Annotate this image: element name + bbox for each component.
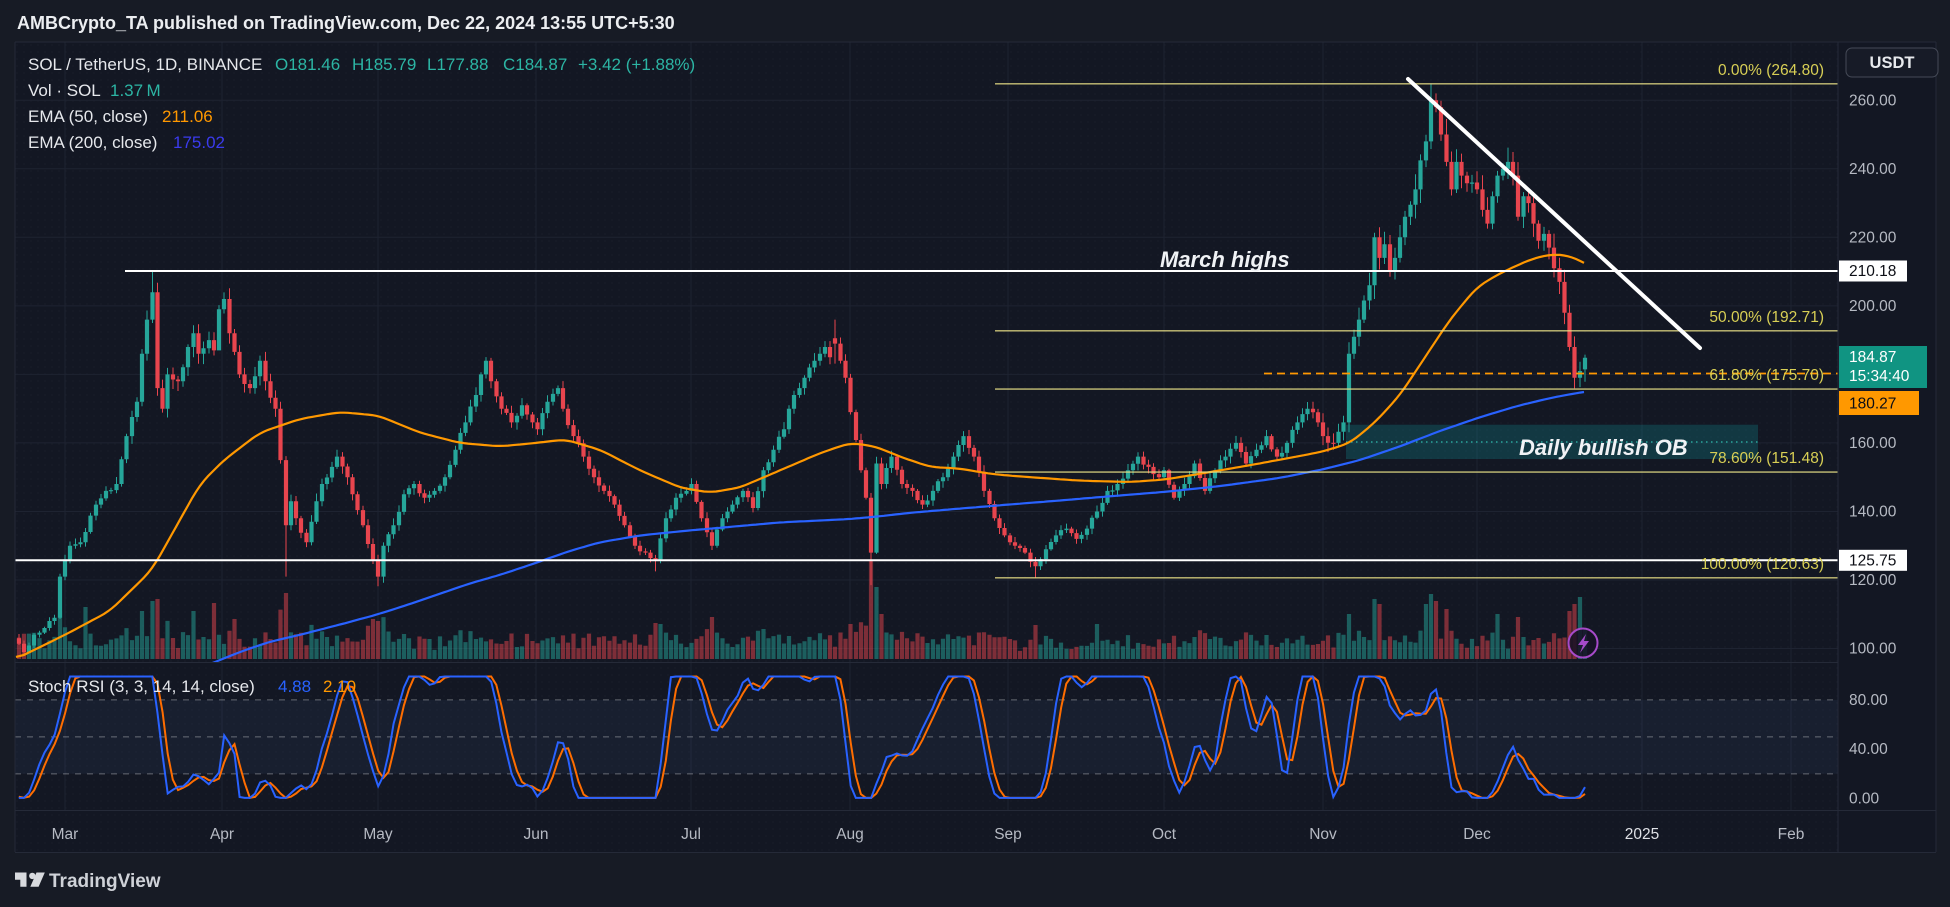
svg-text:100.00: 100.00 — [1849, 641, 1897, 658]
svg-text:125.75: 125.75 — [1849, 552, 1896, 569]
svg-text:EMA (50, close): EMA (50, close) — [28, 107, 148, 126]
svg-text:Nov: Nov — [1309, 826, 1337, 843]
svg-text:220.00: 220.00 — [1849, 229, 1897, 246]
svg-text:61.80% (175.70): 61.80% (175.70) — [1709, 367, 1824, 384]
svg-text:USDT: USDT — [1870, 54, 1915, 72]
svg-text:4.88: 4.88 — [278, 677, 311, 696]
svg-text:Oct: Oct — [1152, 826, 1177, 843]
svg-text:H185.79: H185.79 — [352, 55, 416, 74]
svg-text:SOL / TetherUS, 1D, BINANCE: SOL / TetherUS, 1D, BINANCE — [28, 55, 262, 74]
svg-text:240.00: 240.00 — [1849, 161, 1897, 178]
svg-text:AMBCrypto_TA published on Trad: AMBCrypto_TA published on TradingView.co… — [17, 13, 675, 33]
svg-text:Daily bullish OB: Daily bullish OB — [1519, 435, 1688, 460]
svg-text:15:34:40: 15:34:40 — [1849, 368, 1910, 385]
svg-text:1.37 M: 1.37 M — [110, 81, 161, 100]
svg-text:Stoch RSI (3, 3, 14, 14, close: Stoch RSI (3, 3, 14, 14, close) — [28, 677, 255, 696]
svg-text:175.02: 175.02 — [173, 133, 225, 152]
svg-text:Feb: Feb — [1778, 826, 1805, 843]
svg-text:TradingView: TradingView — [49, 871, 161, 892]
svg-text:80.00: 80.00 — [1849, 692, 1888, 709]
svg-text:0.00% (264.80): 0.00% (264.80) — [1718, 62, 1824, 79]
svg-text:2.10: 2.10 — [323, 677, 356, 696]
svg-text:78.60% (151.48): 78.60% (151.48) — [1709, 450, 1824, 467]
svg-text:180.27: 180.27 — [1849, 396, 1896, 413]
svg-text:140.00: 140.00 — [1849, 504, 1897, 521]
svg-text:Apr: Apr — [210, 826, 234, 843]
svg-text:Dec: Dec — [1463, 826, 1491, 843]
svg-text:L177.88: L177.88 — [427, 55, 488, 74]
svg-text:210.18: 210.18 — [1849, 263, 1896, 280]
svg-text:211.06: 211.06 — [162, 107, 213, 126]
svg-text:March highs: March highs — [1160, 247, 1290, 272]
svg-text:May: May — [363, 826, 393, 843]
svg-text:Aug: Aug — [836, 826, 864, 843]
svg-text:Vol · SOL: Vol · SOL — [28, 81, 101, 100]
svg-text:C184.87: C184.87 — [503, 55, 567, 74]
svg-text:Jul: Jul — [681, 826, 701, 843]
svg-text:2025: 2025 — [1625, 826, 1659, 843]
svg-text:O181.46: O181.46 — [275, 55, 340, 74]
svg-text:Mar: Mar — [52, 826, 79, 843]
svg-text:120.00: 120.00 — [1849, 572, 1897, 589]
svg-text:160.00: 160.00 — [1849, 435, 1897, 452]
svg-text:Sep: Sep — [994, 826, 1022, 843]
svg-text:40.00: 40.00 — [1849, 741, 1888, 758]
svg-text:50.00% (192.71): 50.00% (192.71) — [1709, 309, 1824, 326]
svg-text:200.00: 200.00 — [1849, 298, 1897, 315]
svg-text:+3.42 (+1.88%): +3.42 (+1.88%) — [578, 55, 695, 74]
svg-text:184.87: 184.87 — [1849, 349, 1896, 366]
svg-text:260.00: 260.00 — [1849, 92, 1897, 109]
svg-text:100.00% (120.63): 100.00% (120.63) — [1701, 556, 1824, 573]
svg-text:EMA (200, close): EMA (200, close) — [28, 133, 157, 152]
svg-text:Jun: Jun — [524, 826, 549, 843]
svg-text:0.00: 0.00 — [1849, 791, 1880, 808]
